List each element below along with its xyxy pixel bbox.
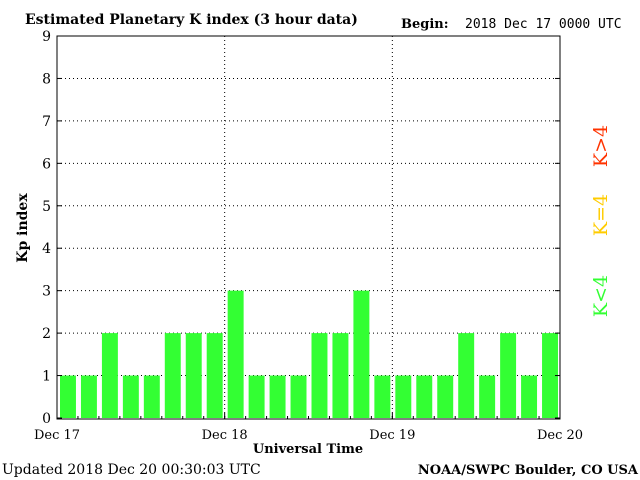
- legend-entry: K=4: [590, 194, 612, 236]
- bar: [479, 375, 496, 418]
- bar: [122, 375, 139, 418]
- bar: [80, 375, 97, 418]
- y-tick-label: 6: [42, 156, 51, 172]
- bar: [248, 375, 265, 418]
- x-tick-label: Dec 17: [34, 428, 80, 443]
- bar: [269, 375, 286, 418]
- y-axis-label: Kp index: [15, 193, 31, 263]
- bar: [437, 375, 454, 418]
- y-tick-label: 9: [42, 29, 51, 45]
- bar: [60, 375, 76, 418]
- chart-title: Estimated Planetary K index (3 hour data…: [25, 12, 358, 28]
- begin-label: Begin:: [401, 17, 449, 32]
- y-tick-label: 1: [42, 369, 51, 385]
- bar: [101, 333, 118, 418]
- bar: [458, 333, 475, 418]
- bar: [143, 375, 160, 418]
- y-tick-label: 2: [42, 326, 51, 342]
- plot-frame: [56, 35, 561, 420]
- credit: NOAA/SWPC Boulder, CO USA: [418, 463, 639, 478]
- y-tick-label: 7: [42, 114, 51, 130]
- bar: [374, 375, 391, 418]
- bar: [227, 290, 244, 418]
- bar: [332, 333, 349, 418]
- x-axis-label: Universal Time: [253, 442, 363, 457]
- y-ticks: 0 1 2 3 4 5 6 7 8 9: [42, 29, 560, 427]
- y-tick-label: 8: [42, 71, 51, 87]
- legend: K<4 K=4 K>4: [590, 125, 612, 317]
- bar: [500, 333, 517, 418]
- updated-timestamp: Updated 2018 Dec 20 00:30:03 UTC: [2, 462, 261, 478]
- y-tick-label: 0: [42, 411, 51, 427]
- bars: [60, 290, 558, 418]
- bar: [185, 333, 202, 418]
- x-tick-label: Dec 18: [202, 428, 248, 443]
- bar: [416, 375, 433, 418]
- bar: [206, 333, 223, 418]
- legend-entry: K>4: [590, 125, 612, 167]
- y-tick-label: 4: [42, 241, 51, 257]
- y-tick-label: 5: [42, 199, 51, 215]
- begin-value: 2018 Dec 17 0000 UTC: [465, 17, 622, 32]
- bar: [542, 333, 558, 418]
- x-ticks: Dec 17 Dec 18 Dec 19 Dec 20: [34, 413, 583, 443]
- bar: [290, 375, 307, 418]
- x-tick-label: Dec 19: [369, 428, 415, 443]
- legend-entry: K<4: [590, 275, 612, 317]
- y-tick-label: 3: [42, 284, 51, 300]
- bar: [164, 333, 181, 418]
- bar: [353, 290, 370, 418]
- grid-lines: [57, 35, 560, 419]
- x-tick-label: Dec 20: [537, 428, 583, 443]
- bar: [311, 333, 328, 418]
- bar: [521, 375, 538, 418]
- bar: [395, 375, 412, 418]
